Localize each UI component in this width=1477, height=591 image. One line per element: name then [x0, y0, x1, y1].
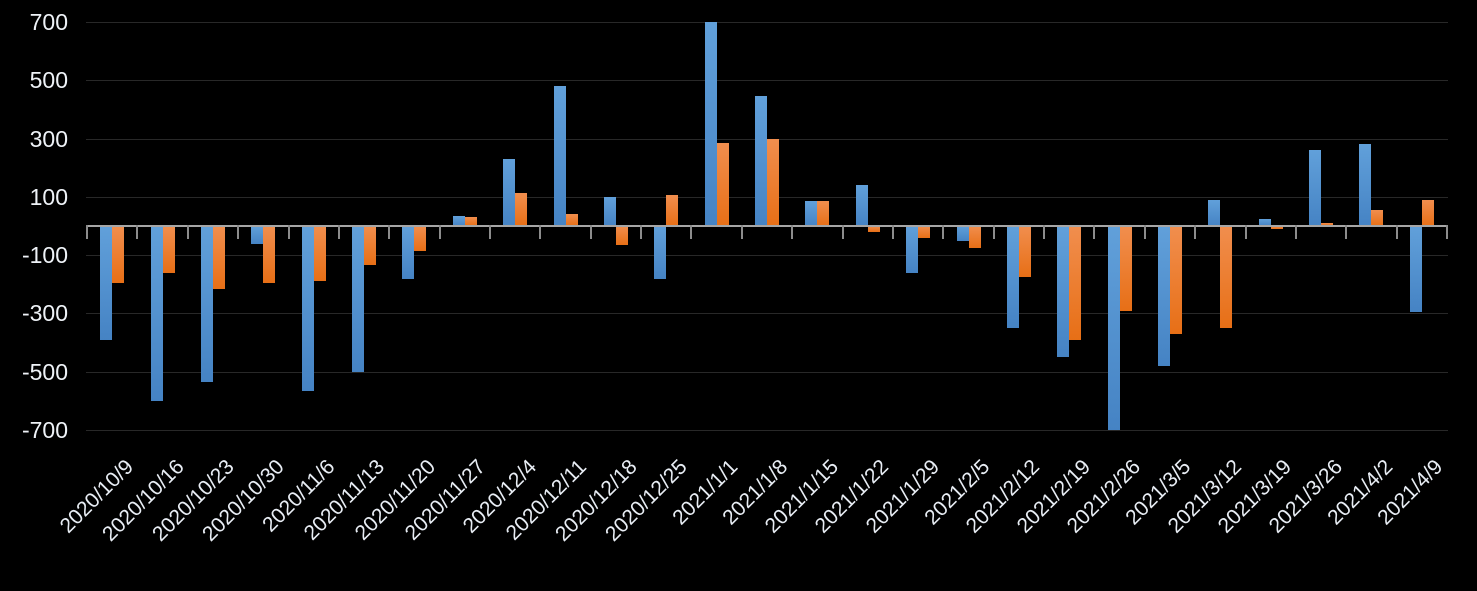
x-axis-tick: [1294, 225, 1297, 239]
gridline--100: [86, 255, 1448, 256]
bar-orange-series-2020/10/30[interactable]: [263, 226, 276, 283]
bar-blue-series-2020/12/18[interactable]: [603, 196, 616, 226]
gridline-500: [86, 80, 1448, 81]
x-axis-tick: [388, 225, 391, 239]
x-axis-tick: [992, 225, 995, 239]
bar-blue-series-2021/3/12[interactable]: [1208, 199, 1221, 226]
x-axis-tick: [589, 225, 592, 239]
bar-blue-series-2020/11/6[interactable]: [301, 226, 314, 391]
x-axis-tick: [740, 225, 743, 239]
y-axis-label: 100: [29, 184, 68, 210]
gridline--500: [86, 372, 1448, 373]
x-axis-tick: [186, 225, 189, 239]
x-axis-tick: [86, 225, 88, 239]
bar-orange-series-2020/10/16[interactable]: [162, 226, 175, 273]
x-axis-tick: [1446, 225, 1448, 239]
bar-blue-series-2020/10/30[interactable]: [251, 226, 264, 244]
y-axis-label: -500: [21, 359, 68, 385]
bar-orange-series-2021/3/26[interactable]: [1321, 223, 1334, 226]
x-axis-tick: [539, 225, 542, 239]
x-axis-tick: [841, 225, 844, 239]
bar-blue-series-2020/11/27[interactable]: [452, 215, 465, 226]
bar-blue-series-2021/2/19[interactable]: [1057, 226, 1070, 358]
x-axis-tick: [438, 225, 441, 239]
bar-orange-series-2021/3/19[interactable]: [1270, 226, 1283, 229]
bar-orange-series-2020/12/4[interactable]: [515, 192, 528, 226]
bar-orange-series-2021/3/5[interactable]: [1170, 226, 1182, 334]
y-axis-label: -100: [21, 242, 68, 268]
bar-blue-series-2021/2/26[interactable]: [1107, 226, 1120, 430]
bar-blue-series-2021/4/2[interactable]: [1359, 144, 1372, 226]
x-axis-tick: [1143, 225, 1146, 239]
bar-orange-series-2021/1/22[interactable]: [867, 226, 880, 232]
bar-orange-series-2020/11/27[interactable]: [464, 217, 477, 226]
y-axis-label: 300: [29, 126, 68, 152]
bar-blue-series-2021/1/8[interactable]: [755, 96, 767, 226]
bar-orange-series-2021/1/1[interactable]: [716, 142, 729, 226]
bar-orange-series-2020/11/6[interactable]: [313, 226, 326, 282]
x-axis-tick: [337, 225, 340, 239]
x-axis-tick: [1093, 225, 1096, 239]
bar-blue-series-2020/12/11[interactable]: [553, 86, 566, 226]
x-axis-tick: [1395, 225, 1398, 239]
x-axis-tick: [1194, 225, 1197, 239]
x-axis-tick: [237, 225, 240, 239]
bar-orange-series-2020/11/20[interactable]: [414, 226, 427, 251]
bar-orange-series-2021/1/15[interactable]: [817, 201, 830, 226]
x-axis-tick: [1043, 225, 1045, 239]
bar-orange-series-2020/12/11[interactable]: [565, 214, 578, 226]
gridline--700: [86, 430, 1448, 431]
x-axis-tick: [891, 225, 894, 239]
x-axis-tick: [287, 225, 290, 239]
gridline--300: [86, 313, 1448, 314]
bar-orange-series-2021/2/26[interactable]: [1119, 226, 1132, 311]
bar-blue-series-2020/11/13[interactable]: [352, 226, 364, 372]
bar-blue-series-2021/2/12[interactable]: [1006, 226, 1019, 328]
bar-blue-series-2021/1/1[interactable]: [704, 22, 717, 226]
bar-blue-series-2020/12/25[interactable]: [654, 226, 667, 279]
y-axis-label: -300: [21, 300, 68, 326]
bar-orange-series-2021/1/29[interactable]: [918, 226, 931, 238]
bar-orange-series-2020/12/18[interactable]: [615, 226, 628, 245]
bar-blue-series-2020/10/9[interactable]: [100, 226, 113, 340]
y-axis-label: 500: [29, 67, 68, 93]
x-axis-tick: [690, 225, 693, 239]
bar-blue-series-2020/10/16[interactable]: [150, 226, 163, 401]
bar-orange-series-2021/4/2[interactable]: [1371, 210, 1384, 226]
bar-orange-series-2021/1/8[interactable]: [767, 138, 779, 226]
bar-blue-series-2021/4/9[interactable]: [1409, 226, 1422, 312]
x-axis-tick: [791, 225, 794, 239]
bar-blue-series-2021/2/5[interactable]: [956, 226, 969, 241]
bar-orange-series-2021/2/19[interactable]: [1069, 226, 1082, 340]
bar-orange-series-2020/12/25[interactable]: [666, 195, 679, 226]
bar-blue-series-2021/1/29[interactable]: [906, 226, 919, 273]
bar-orange-series-2020/10/9[interactable]: [112, 226, 125, 283]
gridline-700: [86, 22, 1448, 23]
bar-orange-series-2020/10/23[interactable]: [212, 226, 225, 289]
y-axis-label: 700: [29, 9, 68, 35]
x-axis-tick: [640, 225, 643, 239]
bar-blue-series-2020/12/4[interactable]: [503, 159, 516, 226]
x-axis-tick: [489, 225, 491, 239]
x-axis-tick: [136, 225, 139, 239]
bar-blue-series-2021/3/5[interactable]: [1158, 226, 1170, 366]
bar-orange-series-2020/11/13[interactable]: [364, 226, 376, 266]
bar-blue-series-2021/1/15[interactable]: [805, 201, 818, 226]
x-axis-tick: [1244, 225, 1247, 239]
bar-orange-series-2021/2/5[interactable]: [968, 226, 981, 248]
bar-blue-series-2020/11/20[interactable]: [402, 226, 415, 279]
bar-blue-series-2021/1/22[interactable]: [855, 185, 868, 226]
bar-blue-series-2021/3/19[interactable]: [1258, 218, 1271, 226]
bar-orange-series-2021/4/9[interactable]: [1421, 199, 1434, 226]
bar-orange-series-2021/3/12[interactable]: [1220, 226, 1233, 328]
bar-blue-series-2020/10/23[interactable]: [200, 226, 213, 382]
x-axis-tick: [1345, 225, 1348, 239]
x-axis-tick: [942, 225, 945, 239]
bar-blue-series-2021/3/26[interactable]: [1309, 150, 1322, 226]
bar-orange-series-2021/2/12[interactable]: [1018, 226, 1031, 277]
x-axis-line: [86, 225, 1448, 227]
y-axis-label: -700: [21, 417, 68, 443]
